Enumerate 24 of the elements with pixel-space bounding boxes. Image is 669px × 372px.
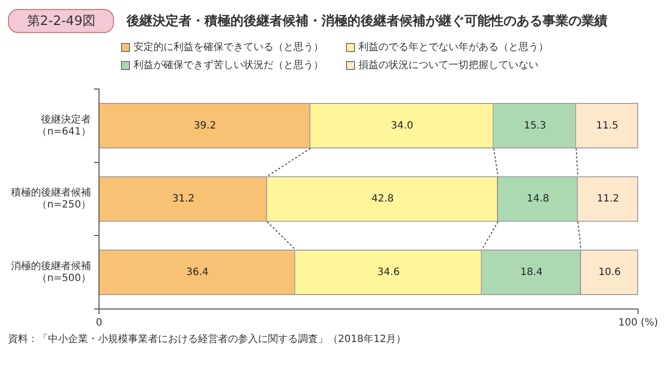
data-label: 10.6	[598, 266, 621, 278]
data-label: 31.2	[172, 194, 194, 205]
data-label: 34.0	[390, 120, 414, 132]
data-label: 15.3	[524, 120, 546, 132]
data-label: 14.8	[526, 194, 550, 205]
legend-label: 利益のでる年とでない年がある（と思う）	[358, 40, 548, 54]
data-label: 42.8	[371, 194, 394, 205]
x-tick-label: 100 (%)	[618, 318, 658, 329]
y-tick-label: 消極的後継者候補（n=500）	[11, 260, 91, 284]
legend-label: 利益が確保できず苦しい状況だ（と思う）	[134, 58, 324, 72]
data-label: 11.2	[596, 194, 620, 205]
text: 資料：「中小企業・小規模事業者における経営者の参入に関する調査」（2018年12月）	[8, 332, 408, 346]
chart-title: 後継決定者・積極的後継者候補・消極的後継者候補が継ぐ可能性のある事業の業績	[126, 12, 608, 30]
x-tick-label: 0	[96, 318, 102, 329]
data-label: 39.2	[194, 120, 216, 132]
legend-label: 安定的に利益を確保できている（と思う）	[134, 40, 324, 54]
legend-label: 損益の状況について一切把握していない	[358, 58, 538, 72]
data-label: 11.5	[596, 120, 618, 132]
y-tick-label: 積極的後継者候補（n=250）	[11, 186, 91, 211]
y-tick-label: 後継決定者（n=641）	[37, 113, 91, 138]
data-label: 36.4	[186, 266, 209, 278]
data-label: 18.4	[520, 266, 543, 278]
chart-subtitle: 第2-2-49図	[8, 9, 114, 33]
data-label: 34.6	[377, 266, 400, 278]
